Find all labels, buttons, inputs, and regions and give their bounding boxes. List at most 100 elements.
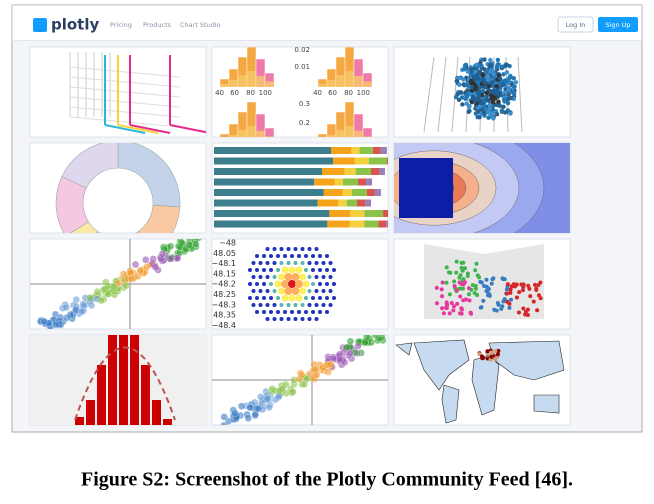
chart-card[interactable]	[393, 238, 571, 330]
nav-link[interactable]: Pricing	[110, 21, 132, 29]
nav-link[interactable]: Chart Studio	[180, 21, 221, 29]
signup-label[interactable]: Sign Up	[605, 21, 630, 29]
bar	[229, 79, 238, 87]
bar	[238, 130, 247, 137]
dot	[458, 294, 463, 299]
dot	[444, 305, 449, 310]
dot	[371, 335, 379, 339]
bar	[264, 127, 275, 137]
dot	[363, 335, 371, 341]
segment	[329, 210, 351, 217]
dot	[314, 317, 319, 321]
dot	[298, 371, 306, 379]
logo-icon[interactable]	[33, 18, 47, 32]
chart-card[interactable]	[393, 46, 571, 138]
dot	[479, 100, 484, 106]
tick-label: 40	[313, 89, 322, 97]
dot	[490, 99, 496, 105]
tick-label: 48.35	[213, 311, 236, 320]
login-button[interactable]	[557, 16, 594, 33]
chart-card[interactable]	[29, 232, 208, 330]
dot	[142, 256, 150, 264]
caption: Figure S2: Screenshot of the Plotly Comm…	[81, 469, 573, 491]
dot	[520, 288, 525, 293]
dot	[477, 91, 482, 97]
segment	[374, 189, 381, 196]
bar	[152, 400, 161, 425]
dot	[307, 261, 312, 265]
dot	[286, 317, 291, 321]
segment	[378, 220, 387, 228]
dot	[283, 254, 287, 258]
segment	[214, 147, 332, 154]
dot	[519, 282, 524, 287]
dot	[307, 275, 312, 279]
tick-label: 0.3	[299, 100, 310, 108]
dot	[513, 80, 519, 85]
segment	[368, 157, 388, 165]
segment	[386, 220, 388, 228]
dot	[293, 261, 298, 265]
login-label[interactable]: Log In	[566, 21, 586, 29]
dot	[248, 268, 252, 272]
thumbnail	[30, 239, 206, 329]
dot	[489, 281, 494, 286]
tick-label: 0.2	[299, 119, 310, 127]
chart-card[interactable]	[211, 142, 401, 234]
dot	[251, 275, 256, 279]
segment	[366, 189, 375, 196]
chart-card[interactable]	[211, 328, 389, 429]
dot	[489, 96, 494, 101]
chart-card[interactable]	[29, 330, 207, 426]
dot	[484, 90, 489, 96]
dot	[469, 88, 475, 93]
dot	[461, 66, 467, 72]
bar	[327, 134, 336, 137]
bar	[163, 419, 172, 425]
bar	[219, 133, 230, 137]
segment	[214, 199, 318, 207]
chart-card[interactable]	[393, 334, 571, 426]
dot	[463, 297, 468, 302]
dot	[501, 104, 506, 110]
segment	[349, 220, 365, 228]
dot	[255, 254, 259, 258]
chart-card[interactable]	[324, 122, 571, 254]
dot	[269, 296, 273, 300]
dot	[504, 70, 510, 75]
dot	[451, 308, 456, 313]
bar	[247, 71, 256, 87]
dot	[251, 303, 256, 307]
dot	[255, 296, 259, 300]
dot	[440, 280, 445, 285]
dot	[262, 254, 266, 258]
dot	[517, 290, 522, 295]
dot	[110, 291, 119, 299]
chart-card[interactable]	[29, 46, 210, 138]
chart-card[interactable]	[29, 141, 207, 265]
dot	[452, 283, 457, 288]
dot	[510, 90, 515, 95]
dot	[474, 261, 479, 266]
dot	[151, 263, 160, 271]
dot	[535, 308, 540, 313]
dot	[174, 254, 182, 262]
signup-button[interactable]	[598, 17, 638, 32]
dot	[490, 277, 495, 282]
dot	[509, 284, 514, 289]
dot	[459, 282, 464, 287]
dot	[288, 280, 296, 288]
dot	[274, 280, 282, 288]
logo-text[interactable]: plotly	[51, 16, 99, 34]
chart-card[interactable]: 0.02 0.01 40 60 80 100 40 60 80 100 0.3 0.2	[211, 46, 389, 142]
dot	[464, 101, 469, 106]
nav-link[interactable]: Products	[143, 21, 172, 29]
dot	[491, 116, 496, 121]
dot	[474, 62, 479, 67]
dot	[328, 261, 333, 265]
dot	[251, 289, 256, 293]
dot	[480, 88, 486, 94]
dot	[465, 274, 470, 279]
